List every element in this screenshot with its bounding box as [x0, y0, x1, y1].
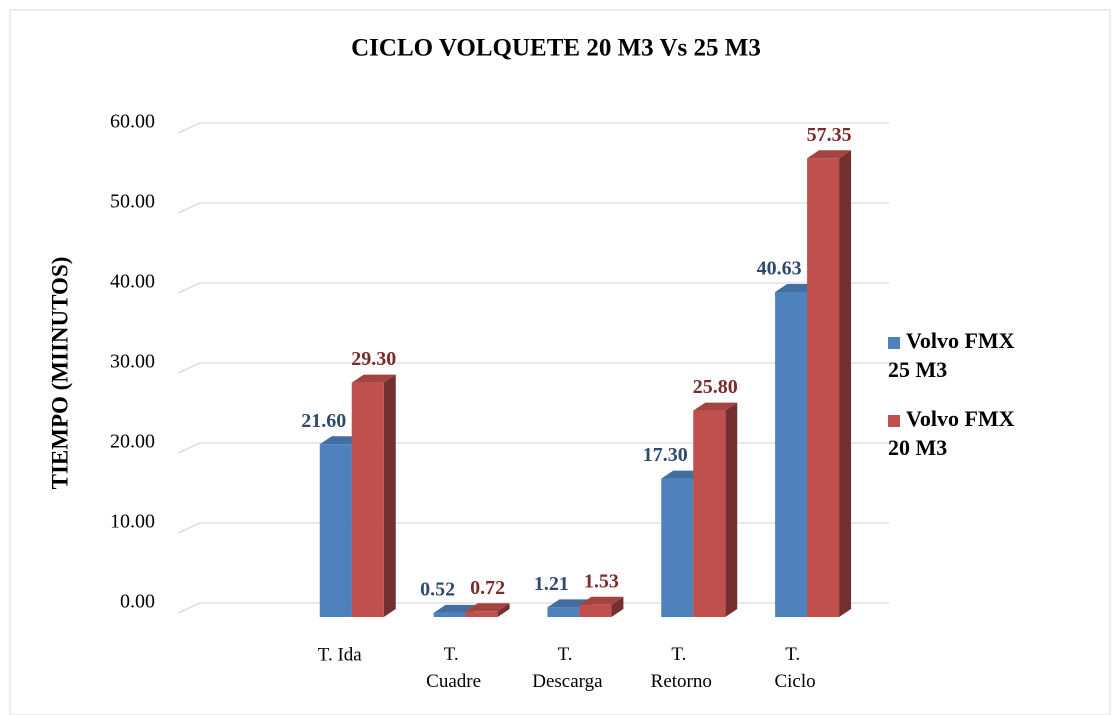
bar-front [465, 611, 498, 617]
bar-front [433, 612, 466, 617]
bar-front [661, 478, 694, 617]
bar-top [693, 402, 738, 411]
bar-top [351, 374, 396, 383]
y-tick-label: 50.00 [110, 191, 155, 213]
bar-side [611, 596, 624, 617]
grid-line [177, 202, 889, 214]
bar-side [383, 374, 396, 617]
bar [351, 374, 396, 617]
bar-front [319, 444, 352, 617]
legend-label: Volvo FMX 25 M3 [888, 328, 1020, 382]
data-label: 1.21 [534, 573, 569, 595]
x-tick-label-line: Descarga [532, 671, 603, 692]
bar [807, 150, 852, 617]
grid-line [177, 522, 889, 534]
legend-label: Volvo FMX 20 M3 [888, 406, 1020, 460]
x-tick-label-line: Ciclo [774, 671, 815, 692]
data-label: 0.52 [420, 578, 455, 600]
legend-line: Volvo FMX [906, 328, 1020, 353]
bar-front [351, 382, 384, 617]
legend-line: Volvo FMX [906, 406, 1020, 431]
x-tick-label-line: Cuadre [426, 671, 481, 692]
x-tick-label-line: Retorno [651, 671, 712, 692]
data-label: 21.60 [301, 410, 346, 432]
x-tick-label: T. Retorno [651, 644, 712, 692]
y-tick-label: 30.00 [110, 351, 155, 373]
data-label: 1.53 [584, 570, 619, 592]
x-tick-label-line: T. [785, 644, 805, 665]
grid-line [177, 282, 889, 294]
x-tick-label: T. Descarga [532, 644, 603, 692]
legend-swatch [888, 415, 900, 427]
legend-swatch [888, 337, 900, 349]
bar-front [693, 410, 726, 617]
bar-front [775, 291, 808, 617]
grid-line [177, 442, 889, 454]
y-tick-label: 0.00 [120, 591, 155, 613]
bar [693, 402, 738, 617]
legend-line: 25 M3 [888, 357, 947, 382]
x-tick-label-line: T. [444, 644, 464, 665]
data-label: 57.35 [807, 124, 852, 146]
x-tick-label: T. Ciclo [774, 644, 815, 692]
bar-front [579, 604, 612, 617]
bar [579, 596, 624, 617]
y-tick-label: 60.00 [110, 111, 155, 133]
grid-line [177, 362, 889, 374]
bar-top [807, 150, 852, 159]
bar [465, 603, 510, 617]
x-tick-label-line: T. [558, 644, 578, 665]
x-tick-label: T. Cuadre [426, 644, 481, 692]
grid-line [177, 122, 889, 134]
data-label: 29.30 [351, 348, 396, 370]
y-tick-label: 10.00 [110, 511, 155, 533]
bar-top [579, 596, 624, 605]
bar-front [807, 158, 840, 617]
data-label: 40.63 [757, 258, 802, 280]
chart-title: CICLO VOLQUETE 20 M3 Vs 25 M3 [351, 35, 761, 62]
y-tick-label: 20.00 [110, 431, 155, 453]
data-label: 17.30 [643, 444, 688, 466]
grid-line [177, 602, 889, 614]
bar-side [839, 150, 852, 617]
y-axis-label: TIEMPO (MIINUTOS) [47, 257, 72, 490]
x-tick-label-line: T. [671, 644, 691, 665]
bar-front [547, 607, 580, 617]
bar-side [497, 603, 510, 617]
legend-line: 20 M3 [888, 435, 947, 460]
data-label: 25.80 [693, 376, 738, 398]
bar-top [465, 603, 510, 612]
bar-side [725, 402, 738, 617]
x-tick-label: T. Ida [318, 644, 363, 665]
y-tick-label: 40.00 [110, 271, 155, 293]
data-label: 0.72 [470, 577, 505, 599]
